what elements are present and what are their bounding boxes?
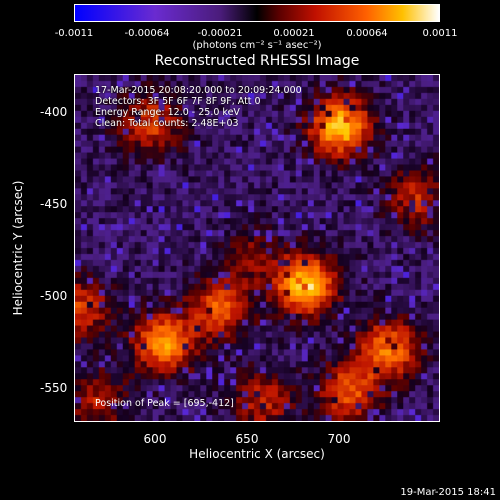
colorbar-tick: 0.0011 bbox=[422, 28, 458, 39]
colorbar-gradient bbox=[75, 5, 439, 21]
clean-counts-label: Clean: Total counts: 2.48E+03 bbox=[95, 118, 239, 129]
y-tick-label: -500 bbox=[40, 289, 68, 303]
plot-timestamp: 19-Mar-2015 18:41 bbox=[400, 487, 496, 498]
y-tick-label: -450 bbox=[40, 197, 68, 211]
detectors-label: Detectors: 3F 5F 6F 7F 8F 9F, Att 0 bbox=[95, 96, 261, 107]
peak-position-label: Position of Peak = [695,-412] bbox=[95, 398, 234, 409]
colorbar-tick: 0.00021 bbox=[273, 28, 315, 39]
colorbar-tick: -0.00064 bbox=[124, 28, 170, 39]
colorbar bbox=[74, 4, 440, 22]
colorbar-tick: -0.00021 bbox=[197, 28, 243, 39]
x-axis-label: Heliocentric X (arcsec) bbox=[189, 447, 325, 461]
y-tick-label: -550 bbox=[40, 381, 68, 395]
colorbar-tick: 0.00064 bbox=[346, 28, 388, 39]
plot-area: 17-Mar-2015 20:08:20.000 to 20:09:24.000… bbox=[74, 74, 440, 422]
y-axis-label: Heliocentric Y (arcsec) bbox=[11, 180, 25, 316]
chart-title: Reconstructed RHESSI Image bbox=[154, 53, 360, 69]
energy-range-label: Energy Range: 12.0 - 25.0 keV bbox=[95, 107, 240, 118]
time-range-label: 17-Mar-2015 20:08:20.000 to 20:09:24.000 bbox=[95, 85, 302, 96]
y-tick-label: -400 bbox=[40, 105, 68, 119]
x-tick-label: 700 bbox=[327, 432, 351, 446]
x-tick-label: 650 bbox=[235, 432, 259, 446]
colorbar-units: (photons cm⁻² s⁻¹ asec⁻²) bbox=[192, 40, 322, 51]
colorbar-tick: -0.0011 bbox=[54, 28, 94, 39]
heatmap-image bbox=[75, 75, 439, 421]
x-tick-label: 600 bbox=[143, 432, 167, 446]
